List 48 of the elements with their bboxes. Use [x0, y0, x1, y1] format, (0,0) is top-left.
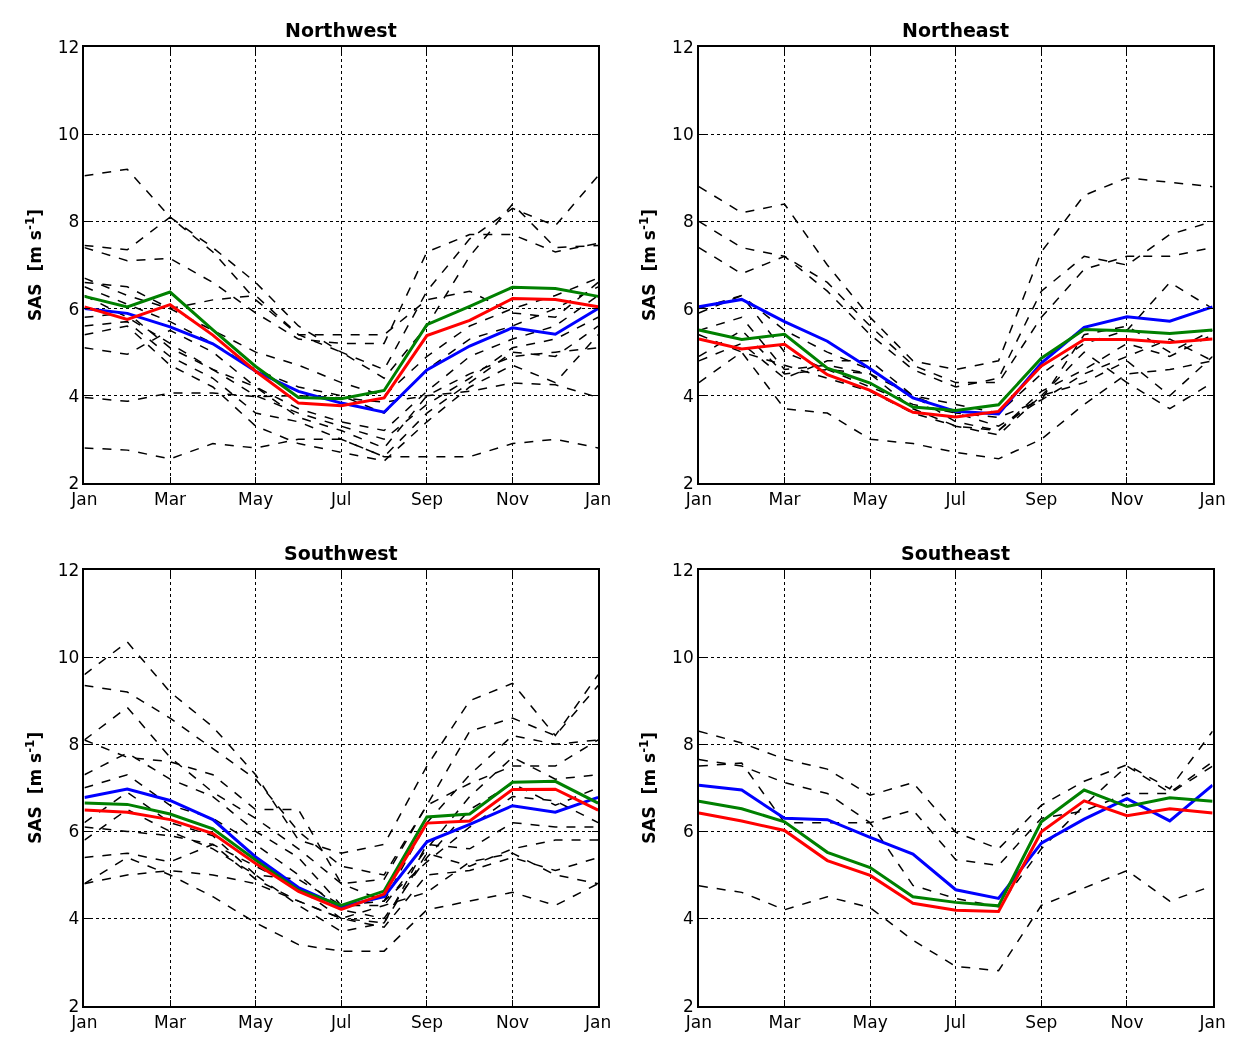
y-tick-label: 6 [68, 821, 80, 842]
y-tick-label: 6 [68, 298, 80, 319]
y-tick-label: 8 [682, 734, 694, 755]
y-tick-label: 6 [682, 821, 694, 842]
y-tick-label: 10 [57, 647, 80, 668]
x-tick-label: May [238, 1011, 274, 1032]
x-tick-label: Mar [154, 488, 187, 509]
x-tick-label: May [852, 1011, 888, 1032]
y-tick-label: 12 [57, 560, 80, 581]
chart-title: Southwest [284, 542, 398, 564]
x-tick-label: Nov [1110, 1011, 1144, 1032]
x-tick-label: Sep [410, 1011, 443, 1032]
x-tick-label: Jul [330, 1011, 352, 1032]
y-tick-label: 10 [672, 647, 694, 668]
x-tick-label: Nov [1110, 488, 1144, 509]
y-tick-label: 6 [682, 298, 694, 319]
y-tick-label: 8 [682, 211, 694, 232]
x-tick-label: Jul [944, 1011, 966, 1032]
x-tick-label: Mar [154, 1011, 187, 1032]
x-tick-label: Jul [944, 488, 966, 509]
y-tick-label: 12 [57, 37, 80, 58]
x-tick-label: Mar [768, 488, 801, 509]
y-tick-label: 4 [68, 385, 80, 406]
y-tick-label: 10 [57, 124, 80, 145]
x-tick-label: May [238, 488, 274, 509]
x-tick-label: Sep [1025, 488, 1058, 509]
x-tick-label: Jan [584, 1011, 612, 1032]
chart-title: Southeast [901, 542, 1010, 564]
x-tick-label: Nov [495, 1011, 530, 1032]
y-tick-label: 10 [672, 124, 694, 145]
x-tick-label: Mar [768, 1011, 801, 1032]
x-tick-label: Nov [495, 488, 530, 509]
y-tick-label: 12 [672, 37, 694, 58]
chart-title: Northwest [285, 19, 397, 41]
x-tick-label: Jul [330, 488, 352, 509]
y-tick-label: 8 [68, 734, 80, 755]
chart-title: Northeast [902, 19, 1010, 41]
x-tick-label: Jan [1198, 1011, 1226, 1032]
y-tick-label: 4 [682, 385, 694, 406]
x-tick-label: Sep [1025, 1011, 1058, 1032]
y-tick-label: 4 [682, 908, 694, 929]
y-tick-label: 8 [68, 211, 80, 232]
x-tick-label: Jan [584, 488, 612, 509]
y-tick-label: 12 [672, 560, 694, 581]
x-tick-label: Sep [410, 488, 443, 509]
x-tick-label: May [852, 488, 888, 509]
x-tick-label: Jan [1198, 488, 1226, 509]
y-tick-label: 4 [68, 908, 80, 929]
